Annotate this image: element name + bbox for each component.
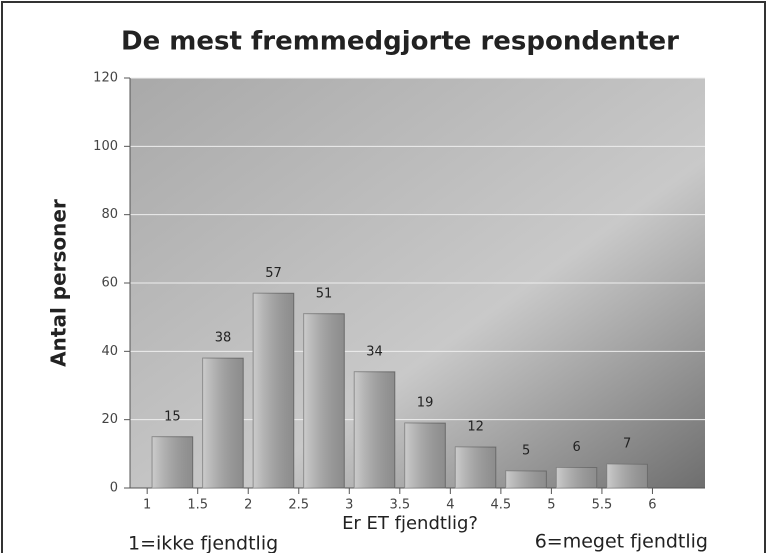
chart-title: De mest fremmedgjorte respondenter (121, 27, 679, 57)
y-tick-label: 60 (101, 276, 118, 291)
value-label: 38 (215, 331, 232, 346)
x-tick-label: 4 (446, 498, 454, 513)
bar-shade (354, 371, 395, 488)
bar-shade (455, 447, 496, 488)
y-axis-label: Antal personer (47, 199, 71, 367)
y-tick-label: 20 (101, 412, 118, 427)
y-tick-label: 120 (93, 71, 118, 86)
x-axis-label: Er ET fjendtlig? (342, 513, 478, 534)
y-tick-label: 0 (110, 481, 118, 496)
bar-shade (253, 293, 294, 488)
bar-shade (303, 313, 345, 488)
x-tick-label: 5 (547, 498, 555, 513)
x-tick-label: 3 (345, 498, 353, 513)
bar-shade (556, 467, 597, 488)
x-tick-label: 2.5 (288, 498, 309, 513)
x-tick-label: 5.5 (592, 498, 613, 513)
bar-shade (152, 436, 193, 488)
bar-shade (404, 423, 446, 488)
value-label: 15 (164, 409, 181, 424)
bar-shade (505, 470, 547, 488)
bar-shade (202, 358, 244, 488)
value-label: 12 (467, 420, 484, 435)
y-tick-label: 100 (93, 139, 118, 154)
x-tick-label: 1 (143, 498, 151, 513)
value-label: 5 (522, 443, 530, 458)
value-label: 19 (417, 396, 434, 411)
annotation: 6=meget fjendtlig (535, 531, 708, 553)
x-tick-label: 6 (648, 498, 656, 513)
x-tick-label: 2 (244, 498, 252, 513)
value-label: 57 (265, 266, 282, 281)
x-tick-label: 3.5 (389, 498, 410, 513)
value-label: 51 (316, 286, 333, 301)
value-label: 7 (623, 437, 631, 452)
x-tick-label: 1.5 (187, 498, 208, 513)
y-tick-label: 40 (101, 344, 118, 359)
annotation: 1=ikke fjendtlig (128, 533, 278, 553)
bar-shade (606, 464, 648, 488)
value-label: 34 (366, 344, 383, 359)
x-tick-label: 4.5 (491, 498, 512, 513)
y-tick-label: 80 (101, 207, 118, 222)
value-label: 6 (573, 440, 581, 455)
